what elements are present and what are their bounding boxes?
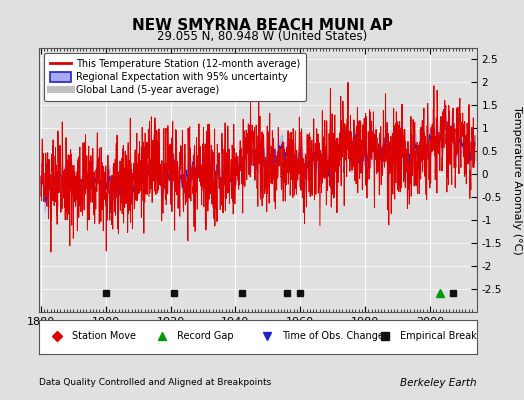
Text: Station Move: Station Move: [72, 331, 136, 341]
Y-axis label: Temperature Anomaly (°C): Temperature Anomaly (°C): [511, 106, 521, 254]
Text: Time of Obs. Change: Time of Obs. Change: [282, 331, 384, 341]
Text: Berkeley Earth: Berkeley Earth: [400, 378, 477, 388]
Text: Data Quality Controlled and Aligned at Breakpoints: Data Quality Controlled and Aligned at B…: [39, 378, 271, 387]
Text: 29.055 N, 80.948 W (United States): 29.055 N, 80.948 W (United States): [157, 30, 367, 43]
Text: NEW SMYRNA BEACH MUNI AP: NEW SMYRNA BEACH MUNI AP: [132, 18, 392, 33]
Text: Record Gap: Record Gap: [177, 331, 234, 341]
Legend: This Temperature Station (12-month average), Regional Expectation with 95% uncer: This Temperature Station (12-month avera…: [44, 53, 307, 101]
Text: Empirical Break: Empirical Break: [400, 331, 477, 341]
